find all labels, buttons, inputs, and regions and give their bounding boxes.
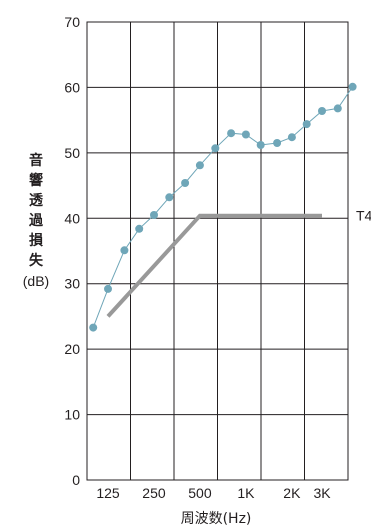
- x-tick-label: 250: [142, 485, 166, 501]
- y-tick-label: 40: [64, 210, 80, 226]
- series-layer: [89, 82, 357, 332]
- y-tick-label: 30: [64, 276, 80, 292]
- y-tick-label: 50: [64, 145, 80, 161]
- data-point: [150, 211, 158, 219]
- series-line-t4: [106, 213, 322, 318]
- data-point: [135, 224, 144, 233]
- y-axis-unit: (dB): [23, 273, 49, 289]
- y-tick-label: 10: [64, 407, 80, 423]
- x-tick-label: 125: [96, 485, 120, 501]
- y-tick-labels: 0 10 20 30 40 50 60 70: [64, 14, 80, 488]
- data-point: [287, 133, 296, 142]
- y-axis-label-char: 音: [29, 152, 43, 169]
- x-tick-label: 3K: [313, 485, 331, 501]
- y-axis-label-char: 過: [28, 213, 44, 229]
- y-tick-label: 60: [64, 79, 80, 95]
- x-tick-labels: 125 250 500 1K 2K 3K: [96, 485, 331, 501]
- data-point: [241, 130, 250, 139]
- data-point: [181, 179, 190, 187]
- x-axis-label: 周波数(Hz): [181, 511, 252, 527]
- data-point: [104, 284, 112, 293]
- y-tick-label: 20: [64, 341, 80, 357]
- data-point: [273, 139, 282, 147]
- x-tick-label: 2K: [283, 485, 301, 501]
- y-tick-label: 70: [64, 14, 80, 30]
- data-point: [348, 82, 357, 91]
- grid: [86, 21, 349, 481]
- y-axis-label-char: 響: [29, 172, 43, 189]
- data-point: [89, 323, 98, 332]
- y-axis-label-char: 失: [29, 252, 44, 269]
- data-point: [227, 129, 236, 138]
- data-point: [195, 161, 204, 170]
- data-point: [256, 141, 265, 149]
- x-tick-label: 1K: [237, 485, 255, 501]
- data-point: [165, 193, 174, 202]
- y-axis-label-char: 透: [29, 193, 44, 209]
- series-label-t4: T4: [356, 208, 371, 224]
- data-point: [333, 104, 342, 113]
- data-point: [211, 144, 220, 153]
- data-point: [302, 120, 311, 129]
- y-axis-label-char: 損: [29, 232, 44, 249]
- data-point: [318, 107, 326, 115]
- y-tick-label: 0: [72, 472, 80, 488]
- x-tick-label: 500: [188, 485, 212, 501]
- data-point: [120, 246, 129, 255]
